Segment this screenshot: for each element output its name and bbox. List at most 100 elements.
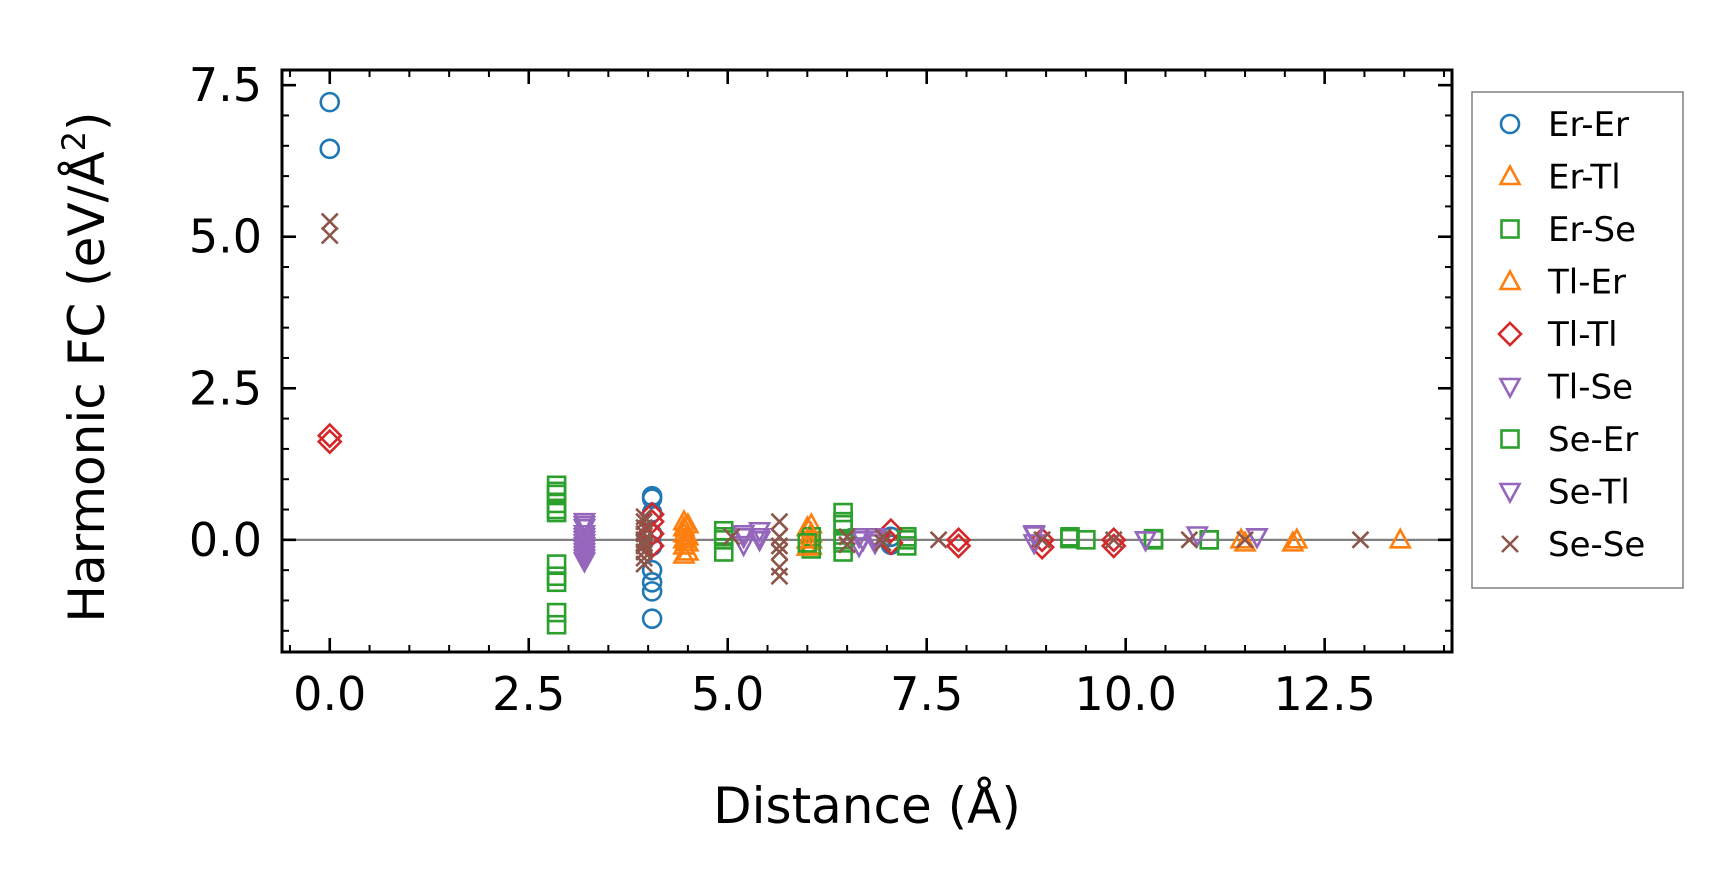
data-point-se-se: [635, 549, 654, 567]
data-point-se-er: [896, 530, 917, 550]
data-point-se-se: [838, 535, 857, 554]
data-point-er-er: [641, 581, 663, 602]
data-point-se-se: [722, 527, 741, 546]
data-point-tl-er: [1233, 530, 1257, 552]
data-point-se-se: [1104, 530, 1123, 549]
axes-frame: [280, 68, 1454, 654]
legend-label-tl-se: Tl-Se: [1547, 368, 1633, 408]
legend-marker-er-er: [1499, 113, 1521, 135]
data-point-se-er: [1060, 528, 1080, 549]
data-point-se-se: [873, 527, 892, 546]
data-point-er-se: [546, 614, 567, 635]
data-point-se-er: [833, 511, 853, 532]
data-point-tl-tl: [316, 422, 343, 449]
series-se-se: [320, 212, 1370, 586]
data-point-se-se: [635, 555, 654, 574]
data-point-se-tl: [572, 515, 597, 538]
data-point-se-er: [1143, 528, 1164, 549]
series-tl-er: [676, 511, 1305, 561]
y-tick-label: 7.5: [189, 58, 262, 112]
data-point-se-se: [320, 212, 339, 231]
data-point-er-se: [801, 539, 822, 559]
legend-label-se-er: Se-Er: [1548, 420, 1638, 460]
legend-label-tl-er: Tl-Er: [1547, 263, 1626, 303]
data-point-tl-tl: [945, 527, 972, 553]
data-point-er-er: [641, 571, 663, 593]
data-point-se-se: [770, 536, 789, 555]
legend-label-tl-tl: Tl-Tl: [1547, 315, 1618, 355]
data-point-se-se: [1180, 530, 1199, 549]
legend-label-er-se: Er-Se: [1548, 210, 1636, 250]
legend-marker-er-tl: [1498, 163, 1522, 186]
data-point-tl-er: [795, 527, 819, 549]
y-tick-label: 2.5: [189, 361, 262, 415]
legend-marker-er-se: [1500, 219, 1520, 239]
data-point-er-er: [319, 138, 341, 160]
data-point-tl-er: [676, 530, 700, 552]
data-point-se-se: [1351, 530, 1370, 549]
data-point-er-tl: [1388, 527, 1412, 549]
legend-marker-se-se: [1501, 535, 1519, 553]
data-point-er-se: [546, 602, 567, 623]
x-tick-label: 10.0: [1074, 667, 1176, 721]
data-point-se-se: [770, 512, 789, 531]
data-point-se-se: [929, 530, 948, 549]
x-tick-label: 2.5: [492, 667, 565, 721]
data-point-tl-se: [572, 552, 597, 574]
data-point-se-se: [320, 226, 339, 245]
x-axis-label: Distance (Å): [713, 777, 1021, 835]
data-point-se-se: [1033, 530, 1052, 549]
y-axis-label-superscript: 2: [55, 131, 93, 151]
data-point-se-se: [770, 543, 789, 561]
legend-marker-tl-se: [1498, 377, 1522, 400]
data-point-tl-er: [1281, 530, 1305, 552]
data-point-er-tl: [1285, 527, 1309, 549]
data-point-se-tl: [851, 531, 875, 553]
x-tick-label: 7.5: [890, 667, 963, 721]
data-point-se-tl: [1245, 528, 1269, 550]
legend-marker-se-tl: [1498, 482, 1522, 505]
series-tl-tl: [316, 422, 1127, 560]
data-point-se-se: [873, 533, 892, 552]
data-point-tl-tl: [316, 428, 343, 455]
data-point-tl-tl: [1100, 527, 1127, 553]
x-tick-label: 0.0: [293, 667, 366, 721]
axes: 0.0 2.5 5.0 7.5 10.0 12.5 0.0 2.5 5.0 7.5: [189, 58, 1454, 721]
legend-marker-se-er: [1500, 429, 1520, 449]
x-tick-label: 5.0: [691, 667, 764, 721]
data-point-er-er: [641, 608, 663, 629]
data-point-tl-er: [676, 539, 700, 561]
data-point-er-er: [319, 91, 341, 113]
data-point-se-se: [1236, 530, 1254, 549]
data-point-tl-tl: [1100, 533, 1127, 559]
data-point-se-tl: [731, 524, 756, 547]
data-point-tl-tl: [945, 533, 972, 559]
y-axis-label: Harmonic FC (eV/Å2): [55, 111, 116, 622]
legend-marker-tl-tl: [1497, 321, 1523, 347]
data-point-tl-tl: [878, 517, 904, 544]
data-point-se-tl: [747, 528, 772, 550]
data-point-se-er: [797, 533, 818, 553]
y-tick-label: 5.0: [189, 210, 262, 264]
data-point-se-tl: [572, 549, 597, 571]
data-point-er-tl: [672, 542, 696, 564]
data-point-tl-tl: [639, 501, 665, 528]
data-point-tl-se: [731, 535, 756, 558]
legend-label-se-tl: Se-Tl: [1548, 473, 1630, 513]
legend-label-se-se: Se-Se: [1548, 525, 1645, 565]
data-point-se-er: [546, 499, 567, 520]
data-point-se-tl: [1133, 531, 1158, 553]
x-tick-label: 12.5: [1273, 667, 1375, 721]
y-tick-label: 0.0: [189, 513, 262, 567]
legend: Er-Er Er-Tl Er-Se Tl-Er Tl-Tl Tl-Se Se-Er Se-Tl…: [1471, 91, 1684, 589]
data-point-tl-er: [795, 534, 819, 556]
plot-area: [282, 91, 1452, 635]
legend-box: [1471, 91, 1684, 589]
legend-label-er-er: Er-Er: [1548, 105, 1629, 145]
data-point-se-se: [770, 567, 789, 586]
y-axis-label-main: Harmonic FC (eV/Å: [58, 151, 116, 622]
y-axis-label-close: ): [58, 111, 116, 131]
data-point-tl-se: [747, 531, 772, 553]
